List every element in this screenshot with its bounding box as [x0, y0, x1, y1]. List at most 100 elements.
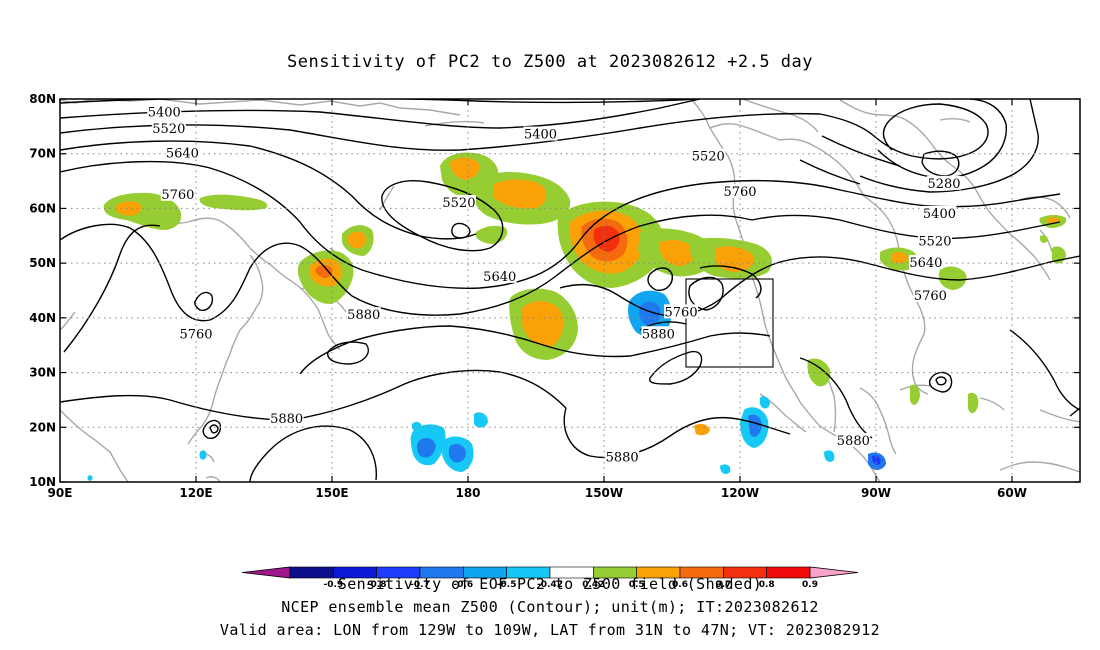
colorbar-segment [289, 566, 334, 579]
contour-label-text: 5760 [914, 289, 947, 304]
colorbar-under-triangle [241, 566, 291, 579]
contour-label-text: 5880 [642, 327, 675, 342]
colorbar-label: 0.6 [672, 580, 688, 590]
contour-label-bg [917, 233, 952, 248]
contour-label-bg [269, 411, 304, 426]
footer-line-3: Valid area: LON from 129W to 109W, LAT f… [220, 621, 880, 639]
colorbar: -0.9 -0.8 -0.7 -0.6 -0.5 -0.42 0.42 0.5 0.6 0.7 0.… [241, 566, 859, 590]
lat-tick-label: 60N [29, 201, 56, 215]
contour-label-bg [179, 326, 213, 341]
contour-label-bg [523, 126, 558, 141]
lon-tick-label: 90W [861, 486, 891, 500]
contour-label-bg [482, 268, 517, 283]
lon-tick-label: 90E [48, 486, 73, 500]
contour-label-text: 5400 [524, 128, 557, 143]
contour-label: 5880 [641, 326, 676, 342]
contour-label: 5520 [691, 148, 726, 164]
sensitivity-shading [87, 152, 1067, 481]
contour-label-bg [147, 104, 182, 119]
footer-line-1: Sensitivity of EOF PC2 to Z500 field (Sh… [338, 575, 762, 593]
map-background [60, 99, 1080, 482]
longitude-ticks: 90E 120E 150E 180 150W 120W 90W 60W [48, 99, 1027, 500]
contour-label-text: 5280 [927, 177, 960, 192]
colorbar-label: 0.5 [629, 580, 645, 590]
colorbar-label: 0.42 [582, 580, 604, 590]
contour-label-text: 5760 [179, 327, 212, 342]
contour-label-text: 5880 [837, 434, 870, 449]
contour-label-text: 5760 [161, 188, 194, 203]
contour-label-text: 5760 [723, 185, 756, 200]
colorbar-label: -0.8 [367, 580, 387, 590]
contour-label-bg [160, 186, 195, 201]
lon-tick-label: 150W [585, 486, 623, 500]
footer-line-2: NCEP ensemble mean Z500 (Contour); unit(… [281, 598, 819, 616]
lat-tick-label: 20N [29, 420, 56, 434]
contour-label-bg [151, 121, 186, 136]
contour-label-text: 5520 [152, 122, 185, 137]
contour-label-text: 5520 [692, 149, 725, 164]
contour-label-bg [641, 326, 676, 341]
contour-label: 5640 [908, 255, 943, 271]
contour-label-bg [664, 304, 699, 319]
contour-label-bg [346, 307, 381, 322]
colorbar-label: -0.9 [323, 580, 343, 590]
colorbar-over-triangle [809, 566, 859, 579]
contour-label-text: 5520 [918, 234, 951, 249]
contour-label: 5760 [664, 304, 699, 320]
colorbar-label: 0.9 [802, 580, 818, 590]
contour-label: 5760 [179, 326, 213, 342]
lon-tick-label: 180 [455, 486, 480, 500]
lon-tick-label: 120W [721, 486, 759, 500]
contour-label-text: 5520 [442, 196, 475, 211]
colorbar-label: 0.8 [759, 580, 775, 590]
colorbar-segment [766, 566, 811, 579]
valid-area-box [685, 278, 774, 368]
contour-label-bg [913, 287, 948, 302]
contour-label-bg [441, 194, 476, 209]
contour-label-text: 5400 [923, 207, 956, 222]
contour-label-text: 5880 [347, 308, 380, 323]
contour-label: 5880 [346, 307, 381, 323]
latitude-ticks: 80N 70N 60N 50N 40N 30N 20N 10N [29, 92, 1080, 489]
contour-label-text: 5400 [148, 106, 181, 121]
contour-label: 5760 [160, 186, 195, 203]
contour-label: 5880 [269, 411, 304, 427]
contour-label: 5280 [927, 175, 961, 192]
contour-labels: 5400552056405760540055205760552056405880… [147, 104, 961, 465]
contour-label-bg [922, 205, 957, 220]
contour-label-bg [836, 432, 871, 447]
contour-label-bg [165, 145, 200, 160]
contour-label-text: 5880 [270, 412, 303, 427]
contour-label-text: 5640 [483, 270, 516, 285]
contour-label: 5520 [441, 194, 476, 211]
contour-label: 5760 [913, 287, 948, 304]
contour-label: 5400 [147, 104, 182, 121]
contour-label: 5880 [836, 432, 871, 449]
contour-label: 5760 [723, 184, 757, 200]
lat-tick-label: 30N [29, 366, 56, 380]
contour-label: 5880 [605, 449, 640, 465]
colorbar-label: 0.7 [715, 580, 731, 590]
contour-label-bg [908, 255, 943, 270]
colorbar-label: -0.6 [453, 580, 473, 590]
lat-tick-label: 70N [29, 147, 56, 161]
contour-label-text: 5880 [606, 450, 639, 465]
map-panel: 5400552056405760540055205760552056405880… [29, 92, 1081, 500]
contour-label-bg [927, 175, 961, 190]
contour-label-text: 5640 [909, 256, 942, 271]
contour-label-bg [691, 148, 726, 163]
contour-label: 5520 [151, 121, 186, 137]
gridlines [60, 99, 1080, 482]
contour-label-text: 5640 [166, 147, 199, 162]
map-frame [59, 98, 1081, 483]
contour-label: 5640 [482, 268, 517, 285]
lat-tick-label: 80N [29, 92, 56, 106]
colorbar-label: -0.7 [410, 580, 430, 590]
lat-tick-label: 50N [29, 256, 56, 270]
lon-tick-label: 60W [997, 486, 1027, 500]
lat-tick-label: 10N [29, 475, 56, 489]
contour-label-text: 5760 [665, 305, 698, 320]
contour-label-bg [723, 184, 757, 199]
colorbar-label: -0.5 [497, 580, 517, 590]
